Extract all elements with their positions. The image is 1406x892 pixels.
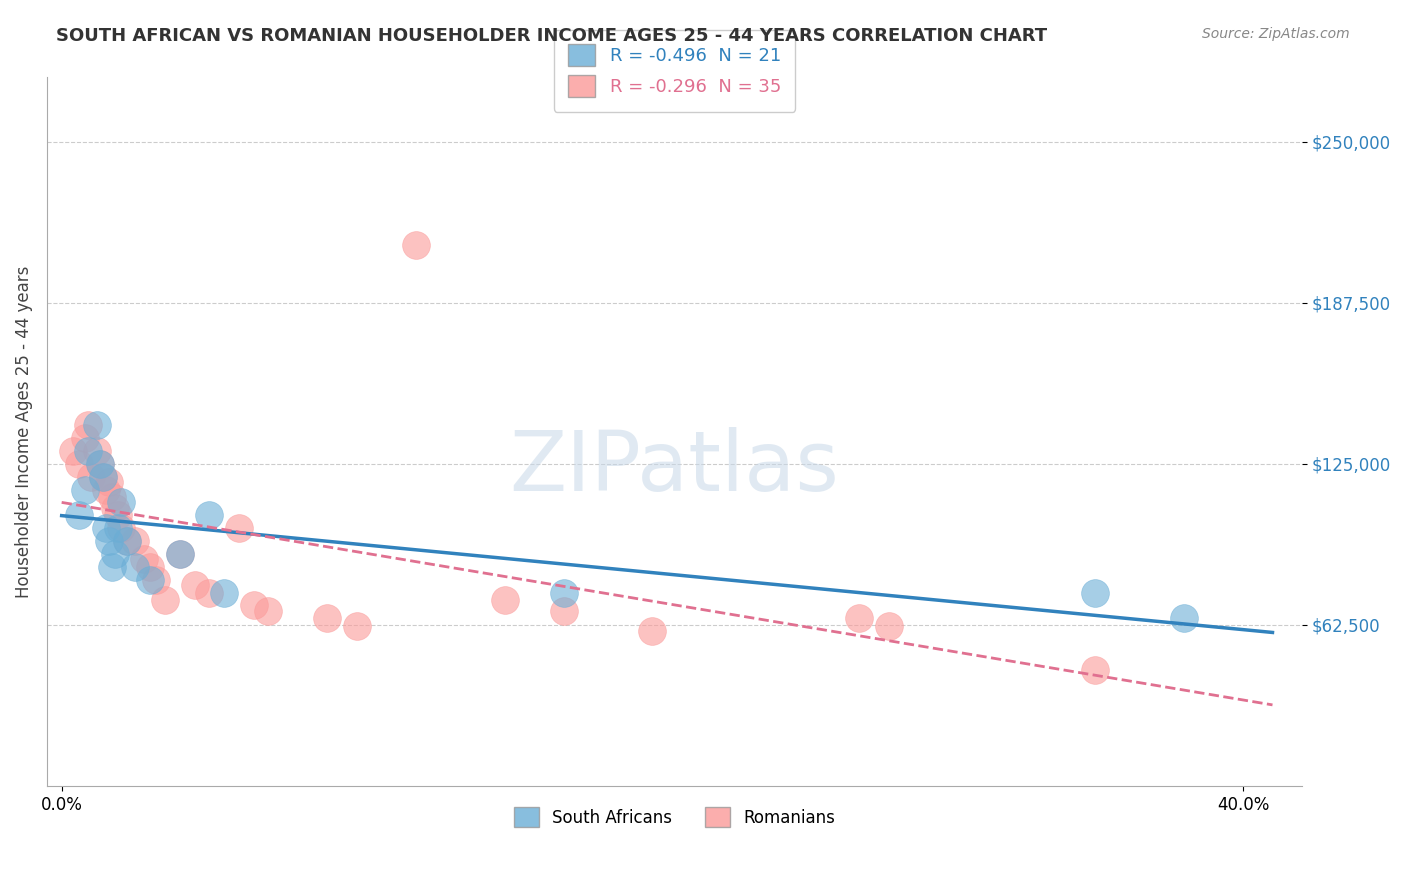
Point [97, 475, 120, 489]
Point [848, 611, 870, 625]
Point [75, 483, 97, 497]
Point [89, 457, 111, 471]
Point [553, 604, 575, 618]
Point [94, 521, 117, 535]
Point [77, 444, 100, 458]
Point [80, 469, 103, 483]
Point [139, 573, 162, 587]
Point [67, 457, 90, 471]
Point [104, 500, 127, 515]
Text: ZIPatlas: ZIPatlas [509, 426, 839, 508]
Point [67, 508, 90, 523]
Point [89, 457, 111, 471]
Point [91, 469, 114, 483]
Point [97, 534, 120, 549]
Point [62, 444, 84, 458]
Point [346, 619, 368, 633]
Point [107, 508, 129, 523]
Point [86, 444, 108, 458]
Point [110, 495, 132, 509]
Point [107, 521, 129, 535]
Point [212, 585, 235, 599]
Point [1084, 663, 1107, 677]
Point [115, 534, 138, 549]
Point [124, 559, 146, 574]
Point [145, 573, 167, 587]
Point [316, 611, 339, 625]
Point [641, 624, 664, 639]
Point [91, 469, 114, 483]
Point [115, 534, 138, 549]
Point [553, 585, 575, 599]
Text: Source: ZipAtlas.com: Source: ZipAtlas.com [1202, 27, 1350, 41]
Point [169, 547, 191, 561]
Point [494, 593, 516, 607]
Text: SOUTH AFRICAN VS ROMANIAN HOUSEHOLDER INCOME AGES 25 - 44 YEARS CORRELATION CHAR: SOUTH AFRICAN VS ROMANIAN HOUSEHOLDER IN… [56, 27, 1047, 45]
Point [198, 508, 221, 523]
Point [134, 552, 156, 566]
Point [183, 578, 205, 592]
Point [228, 521, 250, 535]
Point [1173, 611, 1195, 625]
Point [86, 418, 108, 433]
Point [198, 585, 221, 599]
Point [1084, 585, 1107, 599]
Point [110, 521, 132, 535]
Point [877, 619, 900, 633]
Point [94, 483, 117, 497]
Point [257, 604, 280, 618]
Legend: South Africans, Romanians: South Africans, Romanians [506, 800, 842, 834]
Point [124, 534, 146, 549]
Point [77, 418, 100, 433]
Point [101, 559, 124, 574]
Point [242, 599, 264, 613]
Y-axis label: Householder Income Ages 25 - 44 years: Householder Income Ages 25 - 44 years [15, 266, 32, 598]
Point [101, 491, 124, 505]
Point [153, 593, 176, 607]
Point [169, 547, 191, 561]
Point [405, 238, 427, 252]
Point [104, 547, 127, 561]
Point [139, 559, 162, 574]
Point [75, 431, 97, 445]
